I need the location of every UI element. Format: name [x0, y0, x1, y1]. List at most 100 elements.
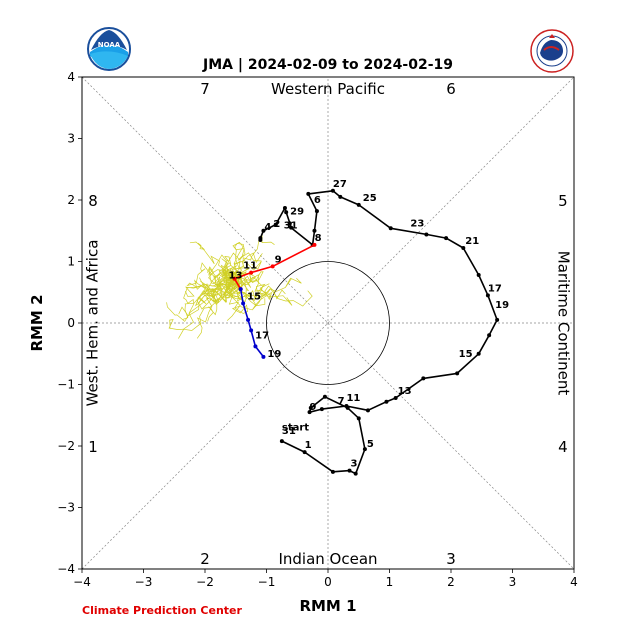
data-point: [270, 264, 275, 269]
unit-circle: [266, 261, 390, 385]
data-point: [289, 225, 294, 230]
x-tick-label: 0: [324, 575, 332, 589]
ensemble-line: [208, 254, 235, 287]
data-point: [455, 371, 460, 376]
data-point: [258, 237, 263, 242]
data-point: [353, 471, 358, 476]
data-point: [356, 416, 361, 421]
day-label: 31: [284, 221, 298, 232]
x-axis-label: RMM 1: [299, 597, 356, 615]
day-label: 9: [310, 402, 317, 413]
day-label: 19: [495, 300, 509, 311]
data-point: [495, 317, 500, 322]
data-point: [261, 228, 266, 233]
phase-number: 4: [558, 438, 568, 456]
y-tick-label: −3: [57, 501, 75, 515]
day-label: 17: [255, 330, 269, 341]
data-point: [253, 344, 258, 349]
region-label: Western Pacific: [271, 80, 385, 98]
data-point: [362, 447, 367, 452]
data-point: [273, 222, 278, 227]
x-tick-label: 2: [447, 575, 455, 589]
data-point: [314, 209, 319, 214]
data-point: [330, 469, 335, 474]
day-label: 15: [459, 349, 473, 360]
day-label: 19: [267, 349, 281, 360]
x-tick-label: −3: [135, 575, 153, 589]
data-point: [312, 228, 317, 233]
day-label: 3: [351, 459, 358, 470]
phase-number: 8: [88, 192, 98, 210]
region-label: Maritime Continent: [554, 251, 572, 396]
day-label: 31: [282, 426, 296, 437]
data-point: [307, 410, 312, 415]
data-point: [344, 404, 349, 409]
data-point: [306, 191, 311, 196]
y-tick-label: −4: [57, 562, 75, 576]
grid-lines: [81, 76, 575, 570]
phase-number: 5: [558, 192, 568, 210]
y-tick-label: −1: [57, 378, 75, 392]
data-point: [302, 450, 307, 455]
ensemble-line: [232, 241, 262, 280]
data-point: [487, 333, 492, 338]
data-point: [241, 301, 246, 306]
series-line: [239, 289, 265, 358]
x-tick-label: 1: [386, 575, 394, 589]
data-point: [232, 276, 237, 281]
day-label: 29: [290, 206, 304, 217]
data-point: [282, 205, 287, 210]
day-label: 9: [275, 254, 282, 265]
day-label: 13: [398, 386, 412, 397]
ensemble-line: [225, 271, 252, 290]
ensemble-line: [182, 278, 236, 320]
phase-number: 3: [446, 550, 456, 568]
ensemble-line: [184, 278, 235, 301]
region-label: West. Hem. and Africa: [84, 240, 102, 407]
credit-text: Climate Prediction Center: [82, 604, 242, 617]
day-label: 8: [315, 233, 322, 244]
data-point: [249, 270, 254, 275]
data-point: [249, 328, 254, 333]
data-point: [308, 405, 313, 410]
data-point: [312, 242, 317, 247]
ensemble-line: [229, 259, 262, 279]
data-point: [384, 399, 389, 404]
noaa-logo: NOAA: [87, 27, 131, 71]
ensemble-line: [206, 269, 235, 296]
x-tick-label: 4: [570, 575, 578, 589]
y-tick-label: 3: [67, 132, 75, 146]
data-point: [246, 317, 251, 322]
day-label: 27: [333, 179, 347, 190]
data-point: [356, 202, 361, 207]
data-point: [388, 226, 393, 231]
data-point: [393, 396, 398, 401]
day-label: 5: [367, 439, 374, 450]
data-point: [330, 188, 335, 193]
day-label: 6: [314, 195, 321, 206]
x-tick-label: −2: [196, 575, 214, 589]
y-tick-label: 2: [67, 193, 75, 207]
day-label: 11: [346, 393, 360, 404]
ensemble-members: [166, 233, 313, 339]
x-tick-label: −1: [258, 575, 276, 589]
data-point: [476, 273, 481, 278]
chart-title: JMA | 2024-02-09 to 2024-02-19: [202, 57, 453, 73]
day-label: 11: [243, 261, 257, 272]
ensemble-line: [224, 243, 246, 279]
ensemble-line: [216, 264, 242, 292]
day-label: 4: [264, 222, 271, 233]
day-label: 25: [363, 193, 377, 204]
ensemble-line: [217, 278, 243, 304]
y-tick-label: 0: [67, 316, 75, 330]
data-point: [347, 468, 352, 473]
region-label: Indian Ocean: [278, 550, 377, 568]
data-point: [476, 351, 481, 356]
day-label: 23: [410, 218, 424, 229]
series-2: 15 17 19: [238, 287, 281, 360]
ensemble-line: [234, 271, 266, 307]
data-point: [319, 407, 324, 412]
data-point: [322, 394, 327, 399]
phase-number: 7: [200, 80, 210, 98]
day-label: 15: [247, 291, 261, 302]
